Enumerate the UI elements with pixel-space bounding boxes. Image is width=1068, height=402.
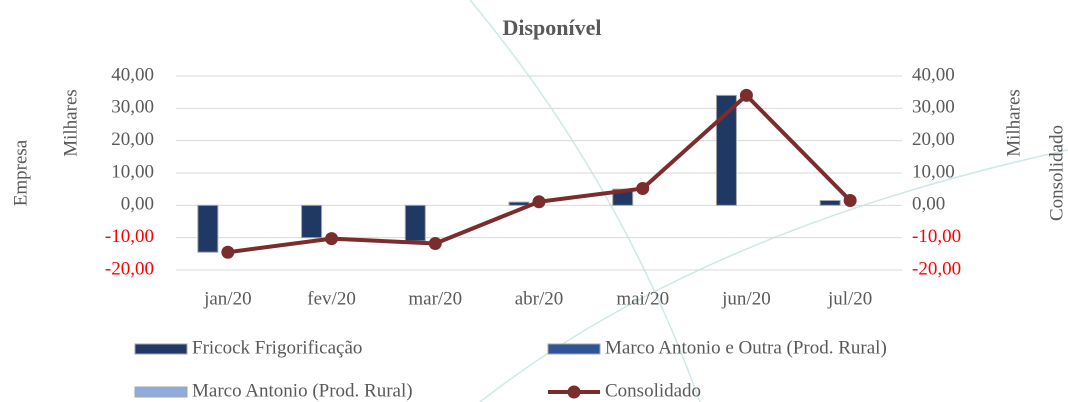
legend-label: Consolidado [605,380,701,401]
x-tick-label: jun/20 [721,288,771,309]
line-marker [739,88,753,102]
background-decoration [469,0,1068,402]
legend-label: Fricock Frigorificação [192,337,362,358]
bar [404,204,426,242]
line-marker [428,236,442,250]
y-tick-label: 30,00 [111,97,154,118]
y2-tick-label: 10,00 [912,161,955,182]
legend-swatch [547,343,601,355]
y-tick-label: 0,00 [121,194,154,215]
legend-swatch [134,386,188,398]
y2-tick-label: -20,00 [912,258,961,279]
y2-tick-label: 20,00 [912,129,955,150]
y-tick-label: -20,00 [105,258,154,279]
y-axis-label: Empresa [10,139,31,206]
legend-label: Marco Antonio (Prod. Rural) [192,380,413,401]
line-marker [636,182,650,196]
bar [715,94,737,206]
bar [508,201,530,206]
y2-tick-label: 30,00 [912,97,955,118]
x-tick-label: abr/20 [515,288,564,309]
legend-swatch [134,343,188,355]
x-tick-label: fev/20 [307,288,356,309]
line-marker [221,245,235,259]
y-tick-label: -10,00 [105,226,154,247]
x-tick-label: mar/20 [408,288,462,309]
x-tick-label: jan/20 [203,288,252,309]
legend-label: Marco Antonio e Outra (Prod. Rural) [605,337,887,358]
y-axis-unit: Milhares [60,89,81,157]
x-tick-label: mai/20 [616,288,669,309]
y2-axis-label: Consolidado [1046,125,1067,221]
y-tick-label: 20,00 [111,129,154,150]
bar [819,199,841,206]
y-tick-label: 10,00 [111,161,154,182]
line-marker [532,195,546,209]
legend-swatch [567,385,581,399]
y2-tick-label: 0,00 [912,194,945,215]
line-marker [843,193,857,207]
bar [301,204,323,239]
chart-title: Disponível [502,15,601,40]
y-tick-label: 40,00 [111,64,154,85]
x-tick-label: jul/20 [827,288,872,309]
y2-tick-label: 40,00 [912,64,955,85]
line-marker [325,232,339,246]
y2-tick-label: -10,00 [912,226,961,247]
bar [197,204,219,253]
y2-axis-unit: Milhares [1003,89,1024,157]
